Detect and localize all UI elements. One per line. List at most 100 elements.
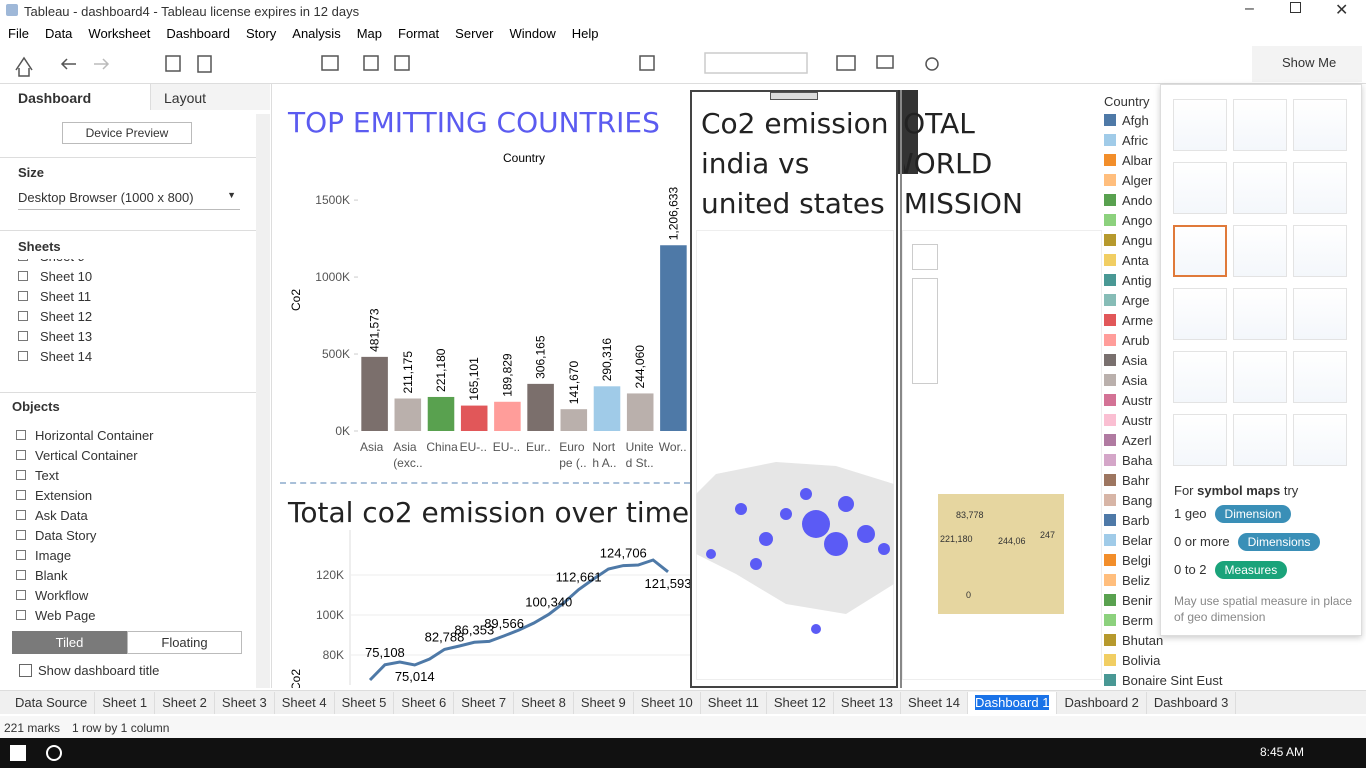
menu-item[interactable]: File: [8, 26, 29, 41]
new-ws-icon[interactable]: [321, 55, 339, 71]
sheet-tab[interactable]: Sheet 10: [634, 691, 701, 714]
legend-item[interactable]: Belar: [1104, 533, 1244, 553]
restore[interactable]: [1290, 2, 1301, 13]
legend-item[interactable]: Asia: [1104, 373, 1244, 393]
thumbnail[interactable]: [1233, 162, 1287, 214]
menu-item[interactable]: Map: [356, 26, 382, 41]
sheet-tab[interactable]: Dashboard 2: [1057, 691, 1147, 714]
floating-button[interactable]: Floating: [127, 631, 242, 654]
menu-item[interactable]: Window: [509, 26, 556, 41]
legend-item[interactable]: Antig: [1104, 273, 1244, 293]
thumbnail[interactable]: [1173, 288, 1227, 340]
sheet-item[interactable]: Sheet 12: [18, 309, 92, 329]
sheet-tab[interactable]: Sheet 11: [701, 691, 767, 714]
sheet-item[interactable]: Sheet 14: [18, 349, 92, 369]
home-icon[interactable]: [15, 56, 33, 77]
selected-zone[interactable]: [690, 90, 898, 688]
legend-item[interactable]: Asia: [1104, 353, 1244, 373]
thumbnail[interactable]: [1293, 351, 1347, 403]
sheet-tab[interactable]: Sheet 6: [394, 691, 455, 714]
sheet-tab[interactable]: Sheet 2: [155, 691, 215, 714]
device-preview-button[interactable]: Device Preview: [62, 122, 192, 144]
legend-item[interactable]: Arme: [1104, 313, 1244, 333]
zoom-controls[interactable]: [912, 278, 938, 384]
object-item[interactable]: Blank: [16, 568, 226, 588]
thumbnail[interactable]: [1293, 225, 1347, 277]
thumbnail[interactable]: [1233, 351, 1287, 403]
sheet-tab[interactable]: Sheet 8: [514, 691, 574, 714]
thumbnail[interactable]: [1233, 414, 1287, 466]
sheet-item[interactable]: Sheet 9: [18, 259, 85, 269]
legend-item[interactable]: Azerl: [1104, 433, 1244, 453]
sheet-tab[interactable]: Sheet 3: [215, 691, 275, 714]
thumbnail[interactable]: [1173, 414, 1227, 466]
menu-item[interactable]: Server: [455, 26, 494, 41]
dup-icon[interactable]: [363, 55, 379, 71]
legend-item[interactable]: Arge: [1104, 293, 1244, 313]
search-button[interactable]: [912, 244, 938, 270]
thumbnail[interactable]: [1173, 225, 1227, 277]
close[interactable]: ✕: [1335, 2, 1349, 19]
legend-item[interactable]: Bhutan: [1104, 633, 1244, 653]
legend-item[interactable]: Arub: [1104, 333, 1244, 353]
sheet-tab[interactable]: Sheet 13: [834, 691, 901, 714]
undo-icon[interactable]: [60, 58, 76, 70]
legend-item[interactable]: Berm: [1104, 613, 1244, 633]
sheet-tab[interactable]: Sheet 12: [767, 691, 834, 714]
menu-item[interactable]: Data: [44, 26, 73, 41]
present-icon[interactable]: [876, 55, 894, 69]
legend-item[interactable]: Angu: [1104, 233, 1244, 253]
sheet-tab[interactable]: Sheet 4: [275, 691, 335, 714]
zone-tools[interactable]: [898, 90, 918, 174]
legend-item[interactable]: Bolivia: [1104, 653, 1244, 673]
legend-item[interactable]: Austr: [1104, 413, 1244, 433]
legend-item[interactable]: Barb: [1104, 513, 1244, 533]
legend-item[interactable]: Afgh: [1104, 113, 1244, 133]
object-item[interactable]: Ask Data: [16, 508, 226, 528]
scrollbar[interactable]: [256, 114, 270, 688]
sheet-tab[interactable]: Sheet 1: [95, 691, 156, 714]
legend-item[interactable]: Benir: [1104, 593, 1244, 613]
menu-item[interactable]: Story: [245, 26, 277, 41]
object-item[interactable]: Horizontal Container: [16, 428, 226, 448]
search-button[interactable]: [46, 745, 62, 761]
legend-item[interactable]: Anta: [1104, 253, 1244, 273]
save-icon[interactable]: [165, 55, 181, 72]
thumbnail[interactable]: [1293, 99, 1347, 151]
sheet-tab[interactable]: Data Source: [8, 691, 96, 714]
legend-item[interactable]: Bahr: [1104, 473, 1244, 493]
legend-item[interactable]: Ango: [1104, 213, 1244, 233]
minimize[interactable]: –: [1245, 0, 1254, 17]
legend-item[interactable]: Afric: [1104, 133, 1244, 153]
legend-item[interactable]: Bang: [1104, 493, 1244, 513]
fit-dropdown[interactable]: [704, 52, 808, 74]
legend-item[interactable]: Albar: [1104, 153, 1244, 173]
thumbnail[interactable]: [1233, 288, 1287, 340]
object-item[interactable]: Text: [16, 468, 226, 488]
legend-item[interactable]: Baha: [1104, 453, 1244, 473]
menu-item[interactable]: Help: [571, 26, 599, 41]
thumbnail[interactable]: [1293, 162, 1347, 214]
text-icon[interactable]: [639, 55, 655, 71]
sheet-item[interactable]: Sheet 10: [18, 269, 92, 289]
menu-item[interactable]: Dashboard: [166, 26, 230, 41]
checkbox[interactable]: [19, 664, 32, 677]
legend-item[interactable]: Alger: [1104, 173, 1244, 193]
object-item[interactable]: Data Story: [16, 528, 226, 548]
show-me-button[interactable]: Show Me: [1252, 46, 1362, 82]
object-item[interactable]: Image: [16, 548, 226, 568]
sheet-tab[interactable]: Sheet 14: [901, 691, 968, 714]
object-item[interactable]: Web Page: [16, 608, 226, 628]
tiled-button[interactable]: Tiled: [12, 631, 127, 654]
sheet-tab[interactable]: Sheet 7: [454, 691, 515, 714]
sheet-tab[interactable]: Dashboard 3: [1147, 691, 1237, 714]
clear-icon[interactable]: [394, 55, 410, 71]
legend-item[interactable]: Ando: [1104, 193, 1244, 213]
thumbnail[interactable]: [1233, 99, 1287, 151]
share-icon[interactable]: [925, 57, 939, 71]
legend-item[interactable]: Beliz: [1104, 573, 1244, 593]
chart-icon[interactable]: [836, 55, 856, 71]
object-item[interactable]: Vertical Container: [16, 448, 226, 468]
sheet-item[interactable]: Sheet 13: [18, 329, 92, 349]
menu-item[interactable]: Worksheet: [88, 26, 151, 41]
